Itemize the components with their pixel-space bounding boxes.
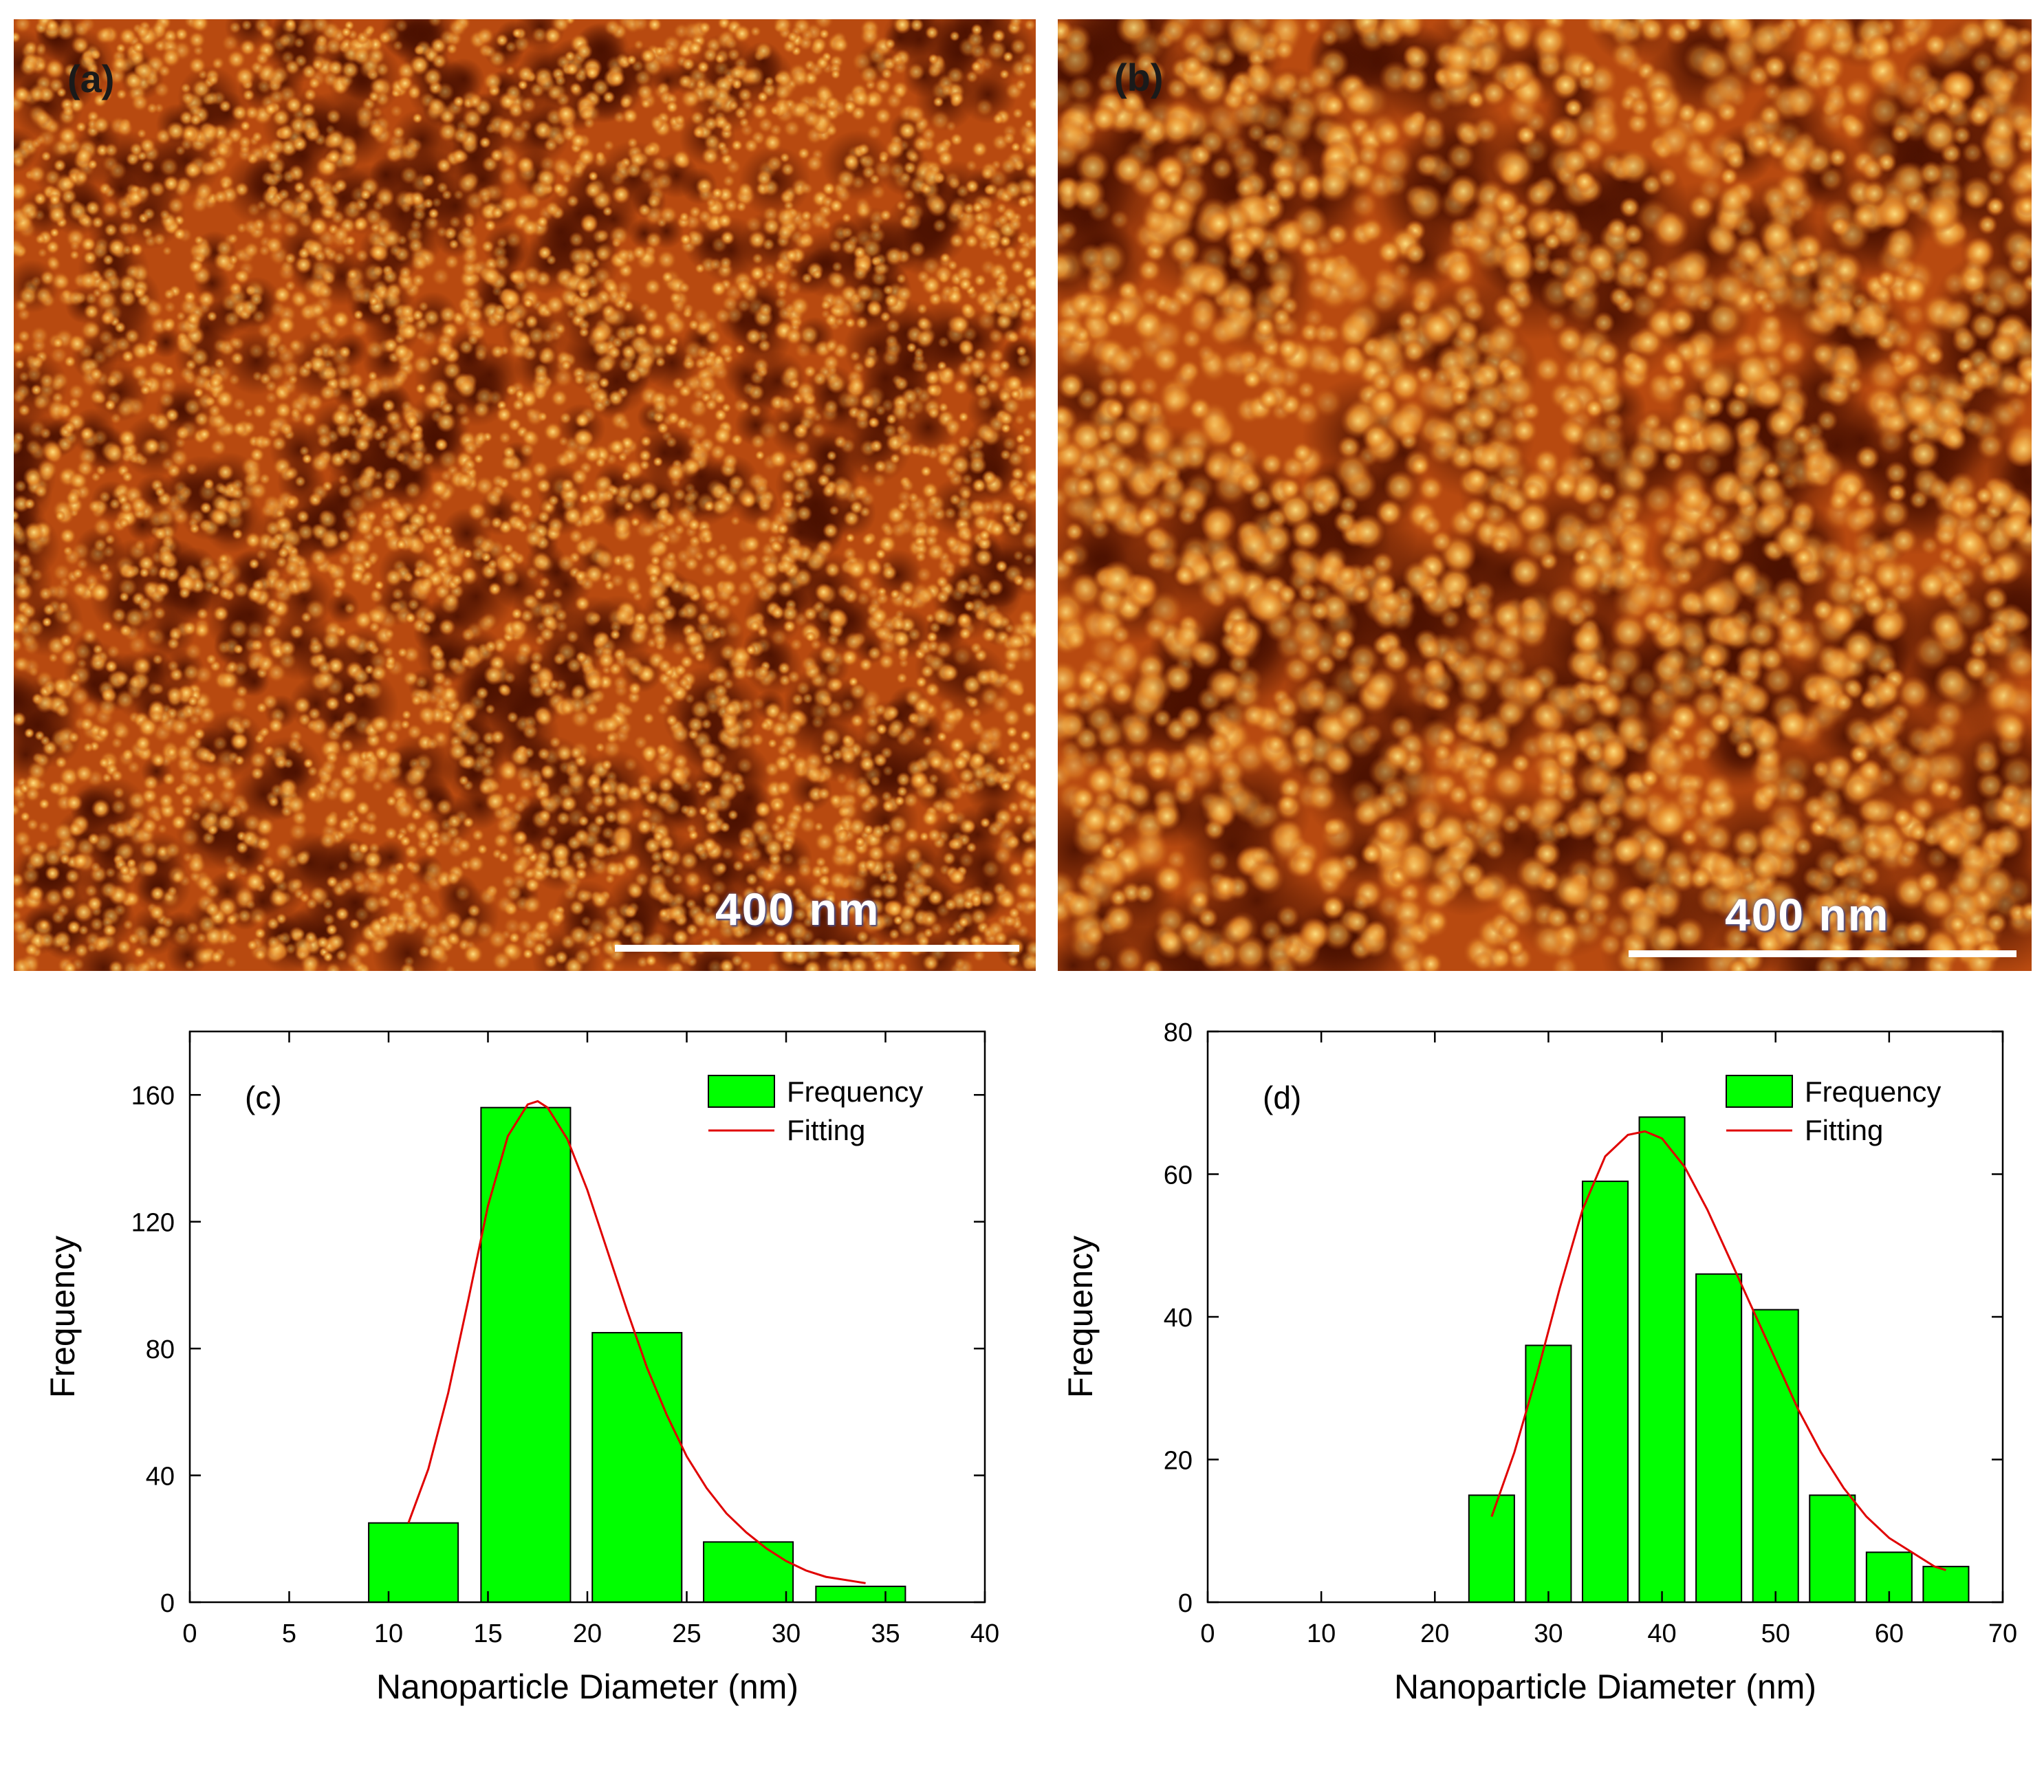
chart-d-xtick-label-3: 30: [1534, 1619, 1563, 1648]
scale-bar-label-a: 400 nm: [715, 884, 880, 935]
chart-d-xtick-label-2: 20: [1420, 1619, 1449, 1648]
afm-texture-a: [14, 19, 1036, 971]
chart-c-xtick-label-5: 25: [672, 1619, 701, 1648]
chart-c-bar-3: [703, 1541, 794, 1604]
chart-c-xtick-label-0: 0: [182, 1619, 197, 1648]
chart-c-xtick-label-4: 20: [573, 1619, 602, 1648]
chart-d-xtick-label-5: 50: [1761, 1619, 1790, 1648]
chart-d-xtick-label-0: 0: [1200, 1619, 1215, 1648]
chart-d-ytick-label-1: 20: [1164, 1447, 1193, 1476]
chart-d-bar-0: [1468, 1494, 1515, 1603]
chart-c-legend-frequency: Frequency: [787, 1075, 923, 1108]
chart-c-ytick-label-1: 40: [146, 1463, 175, 1491]
chart-d-xtick-label-7: 70: [1988, 1619, 2017, 1648]
chart-d-xtick-label-6: 60: [1875, 1619, 1904, 1648]
chart-c-xtick-label-8: 40: [970, 1619, 999, 1648]
chart-d-x-axis-label: Nanoparticle Diameter (nm): [1394, 1668, 1816, 1706]
afm-b-grains: [1058, 19, 2032, 971]
chart-d-bar-8: [1922, 1566, 1970, 1603]
chart-d-fit-curve: [1490, 1130, 1946, 1571]
afm-image-b: [1058, 19, 2032, 971]
afm-a-grains: [14, 19, 1036, 971]
chart-d-legend-swatch-frequency: [1726, 1075, 1793, 1108]
chart-d-xtick-label-1: 10: [1307, 1619, 1336, 1648]
chart-d-legend-fitting: Fitting: [1805, 1114, 1883, 1146]
chart-c-ytick-label-2: 80: [146, 1335, 175, 1364]
chart-d-bar-6: [1809, 1494, 1856, 1603]
chart-d-panel-label: (d): [1263, 1080, 1301, 1115]
chart-c-y-axis-label: Frequency: [43, 1236, 82, 1398]
chart-d-y-axis-label: Frequency: [1061, 1236, 1100, 1398]
chart-c-fit-curve: [407, 1100, 866, 1584]
chart-d-xtick-label-4: 40: [1647, 1619, 1676, 1648]
chart-d-ytick-label-4: 80: [1164, 1018, 1193, 1047]
chart-d-ytick-label-0: 0: [1178, 1589, 1193, 1618]
chart-d-bar-1: [1525, 1344, 1572, 1603]
chart-d-bar-4: [1695, 1273, 1743, 1603]
afm-texture-b: [1058, 19, 2032, 971]
chart-d-ytick-label-3: 60: [1164, 1161, 1193, 1190]
chart-c-xtick-label-3: 15: [473, 1619, 502, 1648]
chart-c-bar-1: [480, 1106, 572, 1603]
chart-c-xtick-label-2: 10: [374, 1619, 403, 1648]
chart-d-ytick-label-2: 40: [1164, 1304, 1193, 1333]
chart-c-xtick-label-1: 5: [282, 1619, 296, 1648]
chart-c-legend-fitting: Fitting: [787, 1114, 865, 1146]
chart-c-bar-4: [815, 1585, 906, 1604]
chart-c-xtick-label-7: 35: [871, 1619, 900, 1648]
chart-c-bar-2: [591, 1332, 683, 1603]
chart-c-bar-0: [368, 1522, 459, 1604]
chart-d-bar-5: [1752, 1309, 1799, 1603]
chart-c-plot-frame: [188, 1030, 986, 1604]
chart-d-bar-3: [1638, 1116, 1686, 1603]
chart-c-ytick-label-0: 0: [160, 1589, 175, 1618]
chart-d-legend-frequency: Frequency: [1805, 1075, 1941, 1108]
panel-label-a: (a): [67, 57, 115, 100]
chart-c-legend-swatch-frequency: [708, 1075, 775, 1108]
scale-bar-a: [615, 945, 1019, 952]
chart-c-x-axis-label: Nanoparticle Diameter (nm): [376, 1668, 798, 1706]
histogram-d: 0 10 20 30 40 50 60 70 0 20 40 60 80 Nanoparticle Dia…: [1061, 1018, 2017, 1706]
panel-label-b: (b): [1114, 56, 1164, 99]
scale-bar-label-b: 400 nm: [1725, 889, 1890, 940]
chart-c-ytick-label-4: 160: [131, 1082, 175, 1111]
chart-c-xtick-label-6: 30: [772, 1619, 801, 1648]
afm-image-a: [14, 19, 1036, 971]
histogram-c: 0 5 10 15 20 25 30 35 40 0 40 80 120 160 Nanoparticle …: [43, 1030, 999, 1706]
scale-bar-b: [1629, 950, 2016, 957]
chart-c-panel-label: (c): [245, 1080, 282, 1115]
chart-c-ytick-label-3: 120: [131, 1209, 175, 1238]
chart-d-bar-2: [1581, 1180, 1629, 1603]
